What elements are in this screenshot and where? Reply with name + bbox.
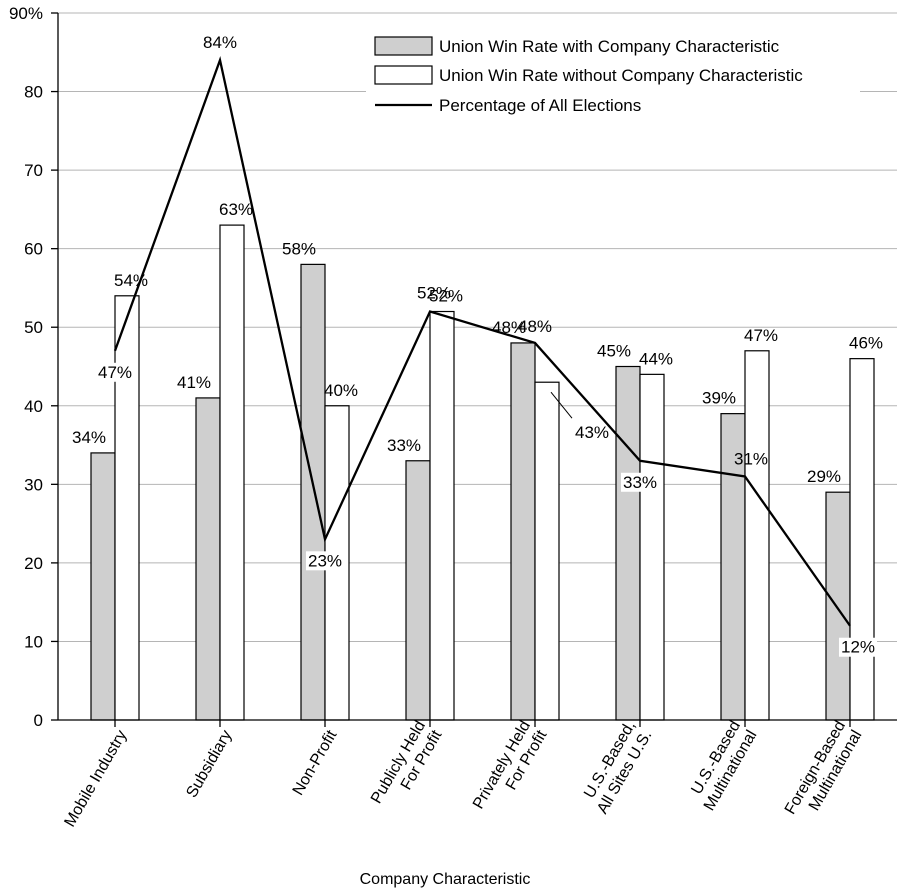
line-value-label: 31% bbox=[734, 449, 768, 468]
line-value-label: 23% bbox=[308, 551, 342, 570]
line-series bbox=[113, 55, 851, 627]
y-tick-label: 10 bbox=[24, 632, 43, 651]
category-label: Publicly HeldFor Profit bbox=[368, 718, 446, 817]
bar-with-value-label: 29% bbox=[807, 467, 841, 486]
y-tick-label: 30 bbox=[24, 475, 43, 494]
y-tick-label: 50 bbox=[24, 318, 43, 337]
bar-with-characteristic bbox=[90, 452, 116, 721]
y-tick-label: 20 bbox=[24, 554, 43, 573]
bar-without-characteristic bbox=[534, 381, 560, 721]
legend-label: Union Win Rate with Company Characterist… bbox=[439, 37, 780, 56]
bar-with-characteristic bbox=[615, 365, 641, 721]
y-tick-label: 90% bbox=[9, 4, 43, 23]
category-label: Non-Profit bbox=[290, 727, 341, 798]
x-axis: Mobile Industry Subsidiary Non-Profit Publi… bbox=[58, 718, 897, 830]
bar-with-characteristic bbox=[195, 397, 221, 721]
bar-without-characteristic bbox=[429, 310, 455, 721]
line-value-label: 33% bbox=[623, 473, 657, 492]
bar-with-value-label: 58% bbox=[282, 239, 316, 258]
legend-label: Union Win Rate without Company Character… bbox=[439, 66, 803, 85]
bar-without-characteristic bbox=[639, 373, 665, 721]
bar-without-value-label: 43% bbox=[575, 423, 609, 442]
y-tick-label: 60 bbox=[24, 240, 43, 259]
category-label: U.S.-BasedMultinational bbox=[684, 718, 760, 814]
category-label-line: Subsidiary bbox=[183, 728, 235, 801]
bar-with-characteristic bbox=[405, 460, 431, 721]
y-axis: 0 10 20 30 40 50 60 70 80 90% bbox=[9, 4, 59, 730]
label-backdrop bbox=[838, 637, 878, 657]
line-value-label: 52% bbox=[417, 284, 451, 303]
bar-without-value-label: 46% bbox=[849, 334, 883, 353]
line-value-label: 12% bbox=[841, 638, 875, 657]
bar-without-characteristic bbox=[744, 350, 770, 721]
label-backdrop bbox=[305, 551, 345, 571]
line-value-label: 48% bbox=[518, 317, 552, 336]
y-tick-label: 0 bbox=[34, 711, 43, 730]
legend-background bbox=[370, 31, 860, 126]
y-tick-label: 40 bbox=[24, 397, 43, 416]
bar-without-characteristic bbox=[219, 224, 245, 721]
bar-without-value-label: 44% bbox=[639, 349, 673, 368]
bar-with-value-label: 45% bbox=[597, 342, 631, 361]
bars bbox=[90, 224, 875, 721]
category-label: Subsidiary bbox=[183, 728, 235, 801]
bar-with-value-label: 33% bbox=[387, 436, 421, 455]
legend-swatch-without bbox=[374, 65, 433, 85]
bar-without-value-label: 40% bbox=[324, 381, 358, 400]
bar-with-characteristic bbox=[300, 263, 326, 721]
bar-without-characteristic bbox=[114, 295, 140, 721]
line-percentage-all-elections bbox=[113, 55, 851, 627]
label-backdrop bbox=[620, 472, 660, 492]
category-label: Privately HeldFor Profit bbox=[470, 718, 551, 822]
bar-without-value-label: 54% bbox=[114, 271, 148, 290]
bar-without-characteristic bbox=[849, 358, 875, 721]
bar-with-characteristic bbox=[825, 491, 851, 721]
category-label: Mobile Industry bbox=[61, 728, 130, 830]
bar-with-characteristic bbox=[510, 342, 536, 721]
bar-with-value-label: 48% bbox=[492, 318, 526, 337]
bar-with-value-label: 39% bbox=[702, 389, 736, 408]
y-tick-label: 80 bbox=[24, 83, 43, 102]
bar-without-value-label: 63% bbox=[219, 200, 253, 219]
bar-without-value-label: 47% bbox=[744, 326, 778, 345]
legend: Union Win Rate with Company Characterist… bbox=[370, 31, 860, 126]
leader-line bbox=[550, 391, 573, 419]
category-label: U.S.-Based,All Sites U.S. bbox=[578, 718, 656, 817]
label-backdrop bbox=[95, 362, 135, 382]
line-value-label: 84% bbox=[203, 33, 237, 52]
x-axis-title: Company Characteristic bbox=[360, 871, 531, 888]
bar-without-value-label: 52% bbox=[429, 287, 463, 306]
line-value-label: 47% bbox=[98, 363, 132, 382]
bar-with-value-label: 34% bbox=[72, 428, 106, 447]
category-label-line: Mobile Industry bbox=[61, 728, 130, 830]
y-tick-label: 70 bbox=[24, 161, 43, 180]
legend-swatch-with bbox=[374, 36, 433, 56]
bar-with-value-label: 41% bbox=[177, 373, 211, 392]
category-label-line: Non-Profit bbox=[290, 727, 341, 798]
category-label: Foreign-BasedMultinational bbox=[782, 718, 866, 827]
data-labels: 34% 41% 58% 33% 48% 45% 39% 29% 54% 63% 40% 52% 44% 4… bbox=[72, 33, 883, 657]
legend-label: Percentage of All Elections bbox=[439, 96, 641, 115]
